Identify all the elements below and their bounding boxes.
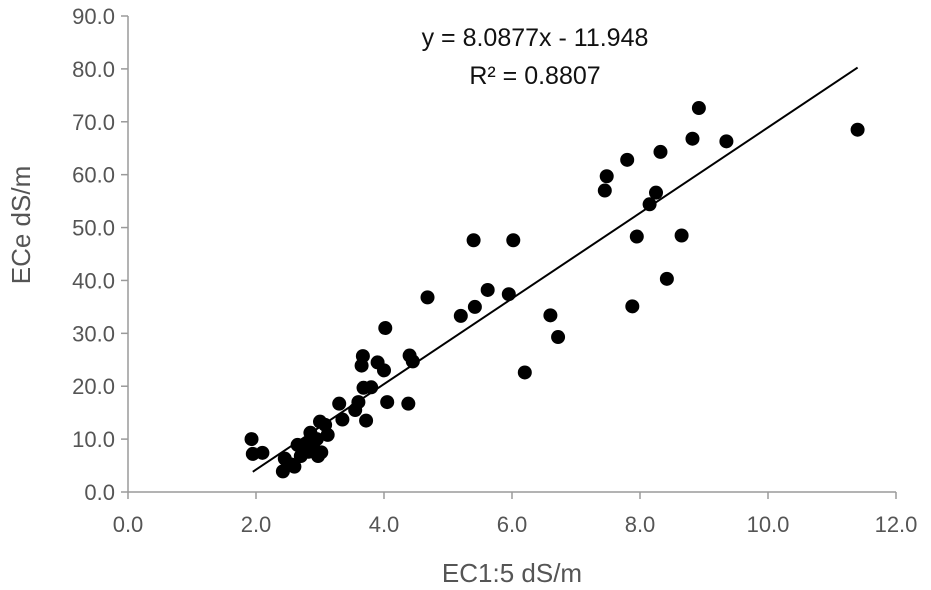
data-point <box>453 308 468 323</box>
data-point <box>320 427 335 442</box>
x-tick-label: 4.0 <box>369 512 400 537</box>
data-point <box>620 152 635 167</box>
data-point <box>467 299 482 314</box>
axes <box>121 15 897 499</box>
y-tick-label: 30.0 <box>72 321 115 346</box>
x-axis-title: EC1:5 dS/m <box>442 558 582 588</box>
data-point <box>405 354 420 369</box>
trendline-r2: R² = 0.8807 <box>469 62 600 90</box>
tick-labels: 0.0 10.0 20.0 30.0 40.0 50.0 60.0 70.0 80.0 90.0 0… <box>72 4 917 537</box>
data-point <box>685 131 700 146</box>
data-point <box>551 330 566 345</box>
x-tick-label: 6.0 <box>497 512 528 537</box>
data-point <box>597 183 612 198</box>
data-point <box>599 169 614 184</box>
y-tick-label: 20.0 <box>72 374 115 399</box>
data-point <box>501 287 516 302</box>
y-tick-label: 0.0 <box>84 480 115 505</box>
y-tick-label: 40.0 <box>72 268 115 293</box>
data-point <box>659 271 674 286</box>
data-point <box>653 144 668 159</box>
y-tick-label: 10.0 <box>72 427 115 452</box>
y-tick-label: 70.0 <box>72 110 115 135</box>
data-point <box>543 308 558 323</box>
y-tick-label: 50.0 <box>72 216 115 241</box>
data-point <box>355 349 370 364</box>
data-points <box>244 101 865 479</box>
data-point <box>691 101 706 116</box>
x-tick-label: 10.0 <box>747 512 790 537</box>
data-point <box>287 459 302 474</box>
x-tick-label: 8.0 <box>625 512 656 537</box>
data-point <box>850 122 865 137</box>
data-point <box>480 282 495 297</box>
data-point <box>378 321 393 336</box>
y-tick-label: 80.0 <box>72 57 115 82</box>
x-tick-label: 2.0 <box>241 512 272 537</box>
data-point <box>332 396 347 411</box>
data-point <box>506 233 521 248</box>
data-point <box>719 134 734 149</box>
data-point <box>674 228 689 243</box>
data-point <box>244 432 259 447</box>
data-point <box>649 185 663 200</box>
data-point <box>401 396 416 411</box>
data-point <box>377 363 391 378</box>
data-point <box>314 445 329 460</box>
data-point <box>309 432 324 447</box>
data-point <box>466 233 481 248</box>
trendline-group <box>252 66 859 473</box>
y-tick-label: 60.0 <box>72 163 115 188</box>
trendline <box>252 66 859 473</box>
x-tick-label: 0.0 <box>113 512 144 537</box>
data-point <box>335 412 350 427</box>
trendline-equation: y = 8.0877x - 11.948 <box>422 24 649 52</box>
data-point <box>625 299 640 314</box>
data-point <box>380 395 395 410</box>
data-point <box>420 290 435 305</box>
data-point <box>359 413 374 428</box>
data-point <box>255 445 270 460</box>
data-point <box>629 229 644 244</box>
y-axis-title: ECe dS/m <box>6 166 36 285</box>
x-tick-label: 12.0 <box>875 512 918 537</box>
y-tick-label: 90.0 <box>72 4 115 29</box>
data-point <box>517 365 532 380</box>
